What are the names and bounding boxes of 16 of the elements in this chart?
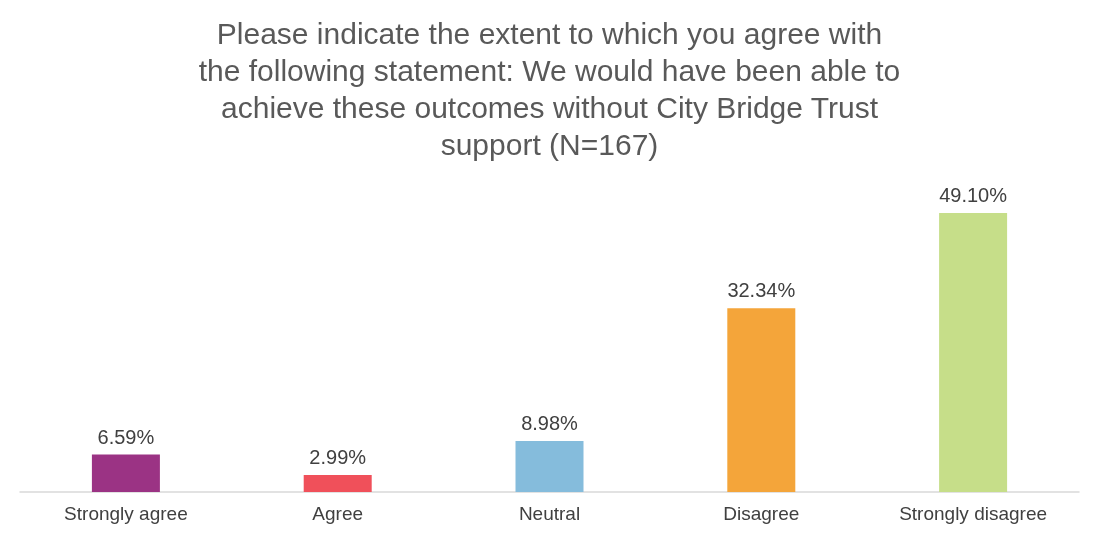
bar xyxy=(303,475,372,492)
x-tick-label: Disagree xyxy=(723,503,800,524)
data-label: 6.59% xyxy=(97,425,155,448)
data-label: 32.34% xyxy=(727,279,796,302)
data-label: 49.10% xyxy=(939,184,1008,207)
bar xyxy=(727,308,796,492)
x-tick-label: Neutral xyxy=(518,503,581,524)
data-label: 8.98% xyxy=(521,411,579,434)
chart-title: Please indicate the extent to which you agree with the following statement: We would have been able to achieve these outcomes without City Bridge Trust support (N=167) xyxy=(198,17,901,161)
bar xyxy=(939,213,1008,492)
x-tick-label: Strongly agree xyxy=(64,503,188,524)
data-label: 2.99% xyxy=(309,446,367,469)
x-tick-label: Agree xyxy=(312,503,364,524)
x-tick-label: Strongly disagree xyxy=(899,503,1048,524)
bar xyxy=(91,454,160,492)
bar xyxy=(515,440,584,492)
